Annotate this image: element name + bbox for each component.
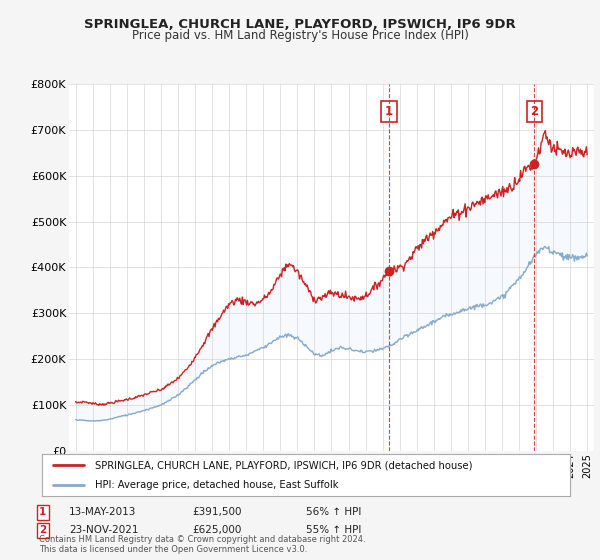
Text: SPRINGLEA, CHURCH LANE, PLAYFORD, IPSWICH, IP6 9DR: SPRINGLEA, CHURCH LANE, PLAYFORD, IPSWIC… — [84, 18, 516, 31]
Text: 1: 1 — [385, 105, 393, 118]
Text: SPRINGLEA, CHURCH LANE, PLAYFORD, IPSWICH, IP6 9DR (detached house): SPRINGLEA, CHURCH LANE, PLAYFORD, IPSWIC… — [95, 460, 472, 470]
Text: 13-MAY-2013: 13-MAY-2013 — [69, 507, 136, 517]
Text: Price paid vs. HM Land Registry's House Price Index (HPI): Price paid vs. HM Land Registry's House … — [131, 29, 469, 42]
Text: £625,000: £625,000 — [192, 525, 241, 535]
Text: 2: 2 — [39, 525, 46, 535]
Text: HPI: Average price, detached house, East Suffolk: HPI: Average price, detached house, East… — [95, 480, 338, 490]
Text: 55% ↑ HPI: 55% ↑ HPI — [306, 525, 361, 535]
Text: 56% ↑ HPI: 56% ↑ HPI — [306, 507, 361, 517]
Text: Contains HM Land Registry data © Crown copyright and database right 2024.
This d: Contains HM Land Registry data © Crown c… — [39, 535, 365, 554]
Text: £391,500: £391,500 — [192, 507, 241, 517]
Text: 1: 1 — [39, 507, 46, 517]
Text: 23-NOV-2021: 23-NOV-2021 — [69, 525, 139, 535]
Text: 2: 2 — [530, 105, 538, 118]
